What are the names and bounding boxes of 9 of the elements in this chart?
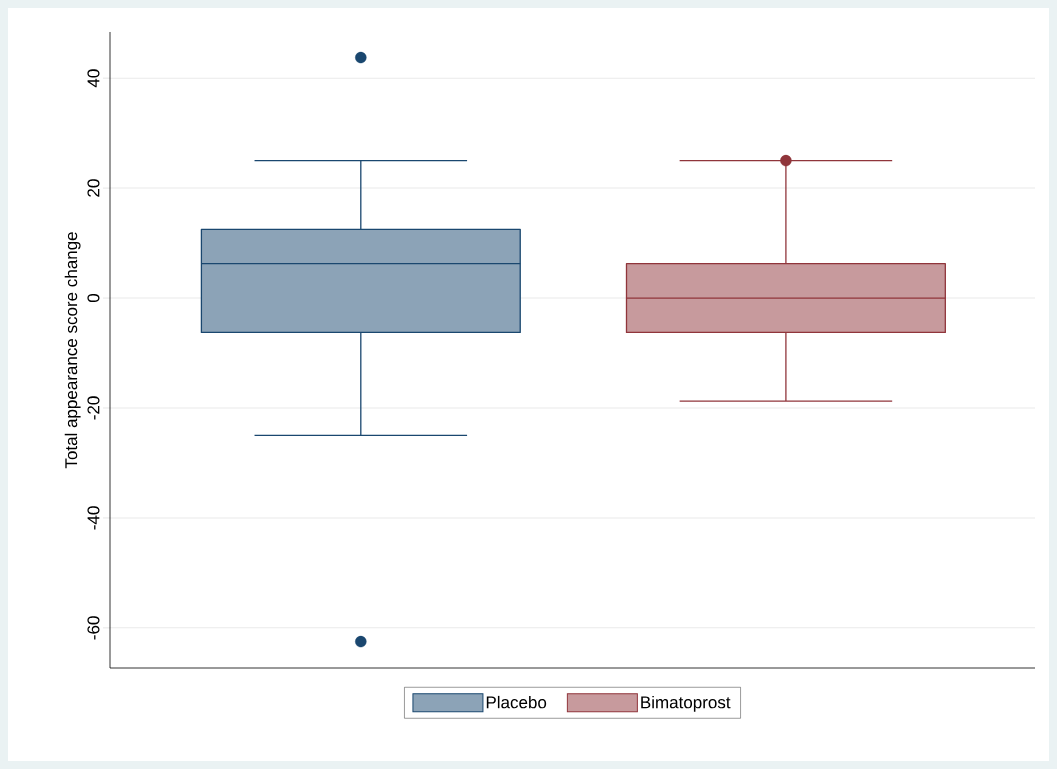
y-tick-label: -40 [87, 506, 100, 530]
y-tick-label: -60 [87, 616, 100, 640]
legend-label: Placebo [486, 695, 547, 709]
y-axis-title: Total appearance score change [64, 232, 81, 469]
legend-label: Bimatoprost [641, 695, 731, 712]
y-tick-label: 20 [87, 179, 100, 197]
y-tick-label: -20 [87, 396, 100, 420]
y-tick-label: 0 [87, 293, 100, 303]
y-tick-label: 40 [87, 69, 100, 88]
